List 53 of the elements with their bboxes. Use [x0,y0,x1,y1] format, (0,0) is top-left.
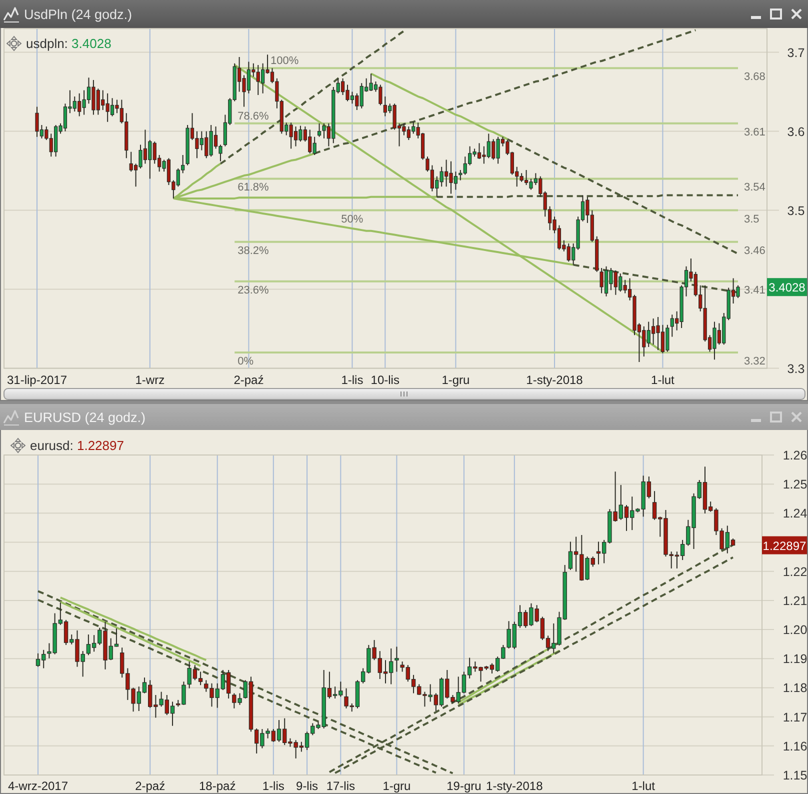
x-tick-label: 1-sty-2018 [526,373,584,387]
y-tick-label: 1.26 [782,448,808,462]
x-tick-label: 1-lut [651,373,676,387]
y-tick-label: 1.22 [782,564,808,579]
x-tick-label: 18-paź [199,779,236,793]
x-tick-label: 1-gru [382,779,411,793]
series-label: 78.6% [238,110,270,122]
x-tick-label: 17-lis [326,779,356,793]
data-label: 3.41 [744,284,766,296]
x-tick-label: 1-lis [341,373,364,387]
y-tick-label: 1.19 [782,652,808,666]
series-label: 50% [341,213,364,226]
x-tick-label: 10-lis [370,373,400,387]
x-tick-label: 1-gru [442,373,470,387]
x-tick-label: 1-lis [262,779,284,793]
x-tick-label: 1-lut [632,779,656,793]
y-tick-label: 3.3 [787,362,805,376]
y-tick-label: 1.21 [782,594,808,608]
text: usdpln: 3.4028 [26,36,112,51]
y-tick-label: 1.24 [782,506,808,521]
x-tick-label: 4-wrz-2017 [8,779,68,793]
y-tick-label: 1.25 [782,478,808,492]
series-label: 100% [270,55,299,68]
text: 3.4028 [768,280,806,295]
series-label: 38.2% [238,244,270,257]
series-label: 61.8% [238,182,270,194]
chart-subtitle: eurusd: 1.22897 [30,438,124,453]
y-tick-label: 1.15 [782,768,808,782]
x-tick-label: 2-paź [234,373,264,387]
y-tick-label: 3.6 [787,124,805,139]
data-label: 3.54 [744,182,766,194]
data-label: 3.46 [744,244,766,257]
y-tick-label: 1.16 [782,739,808,754]
y-tick-label: 1.18 [782,681,808,696]
data-label: 3.32 [744,356,766,368]
series-label: 23.6% [238,284,270,296]
x-tick-label: 9-lis [296,779,318,793]
y-tick-label: 1.20 [782,623,808,638]
series-label: 0% [238,356,254,368]
y-tick-label: 1.17 [782,710,808,724]
x-tick-label: 2-paź [135,779,166,793]
y-tick-label: 3.7 [787,46,805,60]
data-label: 3.68 [744,71,766,84]
x-tick-label: 19-gru [446,779,482,793]
chart-title: UsdPln (24 godz.) [24,7,132,22]
data-label: 3.5 [744,213,760,226]
x-tick-label: 1-sty-2018 [486,779,544,793]
data-label: 3.61 [744,126,766,138]
chart-title: EURUSD (24 godz.) [24,410,146,425]
y-tick-label: 3.5 [787,204,805,218]
x-tick-label: 1-wrz [135,373,165,387]
text: 1.22897 [762,538,807,553]
x-tick-label: 31-lip-2017 [6,373,68,387]
